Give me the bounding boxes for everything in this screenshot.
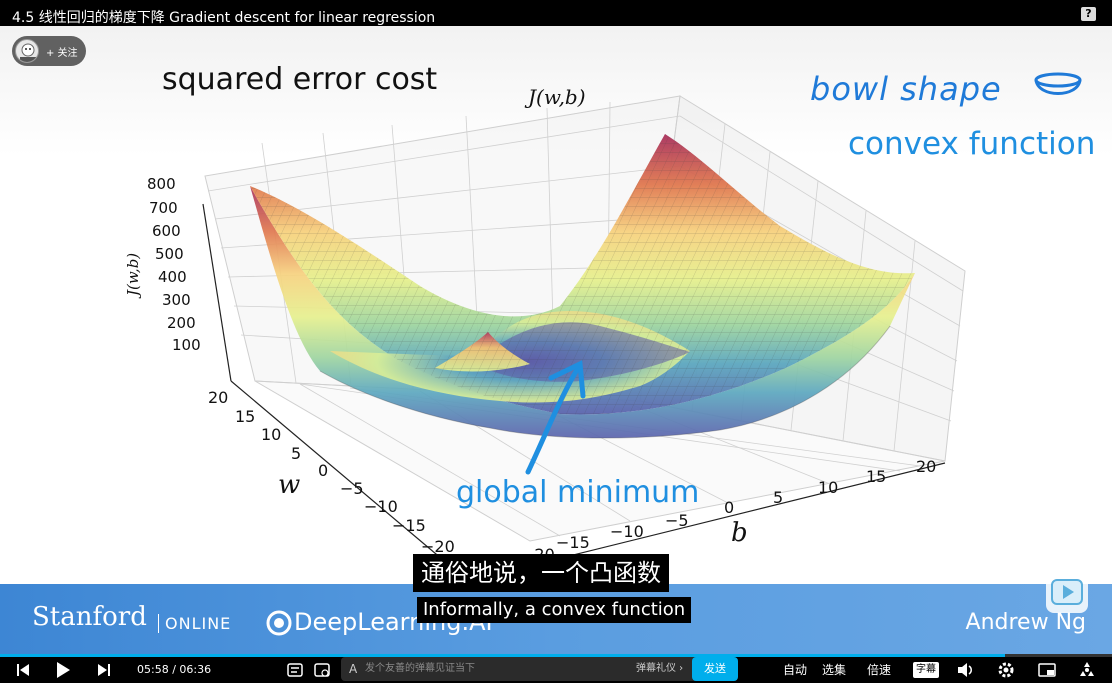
episodes-button[interactable]: 选集 [822, 663, 847, 677]
b-tick: 0 [724, 498, 734, 517]
danmaku-style-icon[interactable]: A [349, 662, 358, 676]
b-tick: −10 [610, 522, 644, 541]
z-tick-labels: 800 700 600 500 400 300 200 100 [147, 175, 201, 354]
online-label: ONLINE [158, 614, 231, 633]
z-tick: 600 [152, 222, 181, 240]
w-tick-labels: 20 15 10 5 0 −5 −10 −15 −20 [208, 388, 455, 556]
w-tick: 10 [261, 425, 281, 444]
w-tick: −20 [421, 537, 455, 556]
w-tick: 0 [318, 461, 328, 480]
picture-in-picture-icon[interactable] [1037, 657, 1057, 683]
minimum-arrow [525, 360, 586, 475]
surface-chart: 800 700 600 500 400 300 200 100 J(w,b) J… [124, 85, 966, 582]
danmaku-bar: A 发个友善的弹幕见证当下 弹幕礼仪 › [341, 657, 736, 681]
speed-button[interactable]: 倍速 [867, 663, 892, 677]
b-tick: 5 [773, 488, 783, 507]
floating-play-button[interactable] [1046, 571, 1088, 613]
z-tick: 700 [149, 199, 178, 217]
danmaku-settings-icon[interactable] [313, 657, 331, 683]
z-axis-label: J(w,b) [124, 253, 142, 299]
previous-icon[interactable] [15, 657, 31, 683]
auto-quality-button[interactable]: 自动 [783, 663, 808, 677]
subtitle-english: Informally, a convex function [417, 597, 692, 623]
w-tick: −5 [340, 479, 364, 498]
b-tick: −5 [665, 511, 689, 530]
z-tick: 300 [162, 291, 191, 309]
stanford-logo: Stanford [32, 602, 147, 632]
z-tick: 200 [167, 314, 196, 332]
video-frame[interactable]: 800 700 600 500 400 300 200 100 J(w,b) J… [0, 26, 1112, 656]
b-tick: −15 [556, 533, 590, 552]
settings-gear-icon[interactable] [997, 657, 1015, 683]
progress-bar[interactable] [0, 654, 1112, 657]
w-tick: −10 [364, 497, 398, 516]
z-tick: 400 [158, 268, 187, 286]
follow-label: + 关注 [46, 48, 78, 59]
play-pause-icon[interactable] [54, 657, 72, 683]
bowl-shape-note: bowl shape [810, 70, 1002, 108]
progress-fill [0, 654, 1006, 657]
slide-heading: squared error cost [162, 62, 438, 97]
bowl-icon [1034, 72, 1082, 95]
follow-button[interactable]: + 关注 [12, 36, 86, 66]
w-tick: 15 [235, 407, 255, 426]
w-axis-label: w [278, 470, 300, 500]
danmaku-toggle-icon[interactable] [286, 657, 304, 683]
cost-surface [250, 134, 915, 439]
b-tick: 10 [818, 478, 838, 497]
play-icon [1051, 579, 1083, 605]
time-display: 05:58 / 06:36 [137, 663, 212, 676]
convex-function-note: convex function [848, 126, 1096, 162]
help-icon[interactable]: ? [1081, 7, 1096, 21]
deeplearning-logo-icon [266, 610, 292, 636]
z-tick: 800 [147, 175, 176, 193]
fullscreen-icon[interactable] [1077, 657, 1097, 683]
volume-icon[interactable] [956, 657, 974, 683]
instructor-name: Andrew Ng [965, 610, 1086, 635]
next-icon[interactable] [96, 657, 112, 683]
avatar [15, 39, 39, 63]
w-tick: −15 [392, 516, 426, 535]
danmaku-etiquette-link[interactable]: 弹幕礼仪 › [636, 663, 684, 674]
subtitle-button[interactable]: 字幕 [913, 662, 939, 678]
chart-title: J(w,b) [524, 85, 586, 109]
video-title: 4.5 线性回归的梯度下降 Gradient descent for linea… [12, 10, 436, 26]
b-tick: 20 [916, 457, 936, 476]
send-danmaku-button[interactable]: 发送 [692, 657, 738, 681]
danmaku-input[interactable]: 发个友善的弹幕见证当下 [365, 663, 475, 674]
control-bar: 05:58 / 06:36 A 发个友善的弹幕见证当下 弹幕礼仪 › 发送 自动… [0, 657, 1112, 683]
w-tick: 20 [208, 388, 228, 407]
b-tick: 15 [866, 467, 886, 486]
b-axis-label: b [731, 518, 748, 548]
w-tick: 5 [291, 444, 301, 463]
title-bar: 4.5 线性回归的梯度下降 Gradient descent for linea… [0, 0, 1112, 26]
z-tick: 100 [172, 336, 201, 354]
subtitle-chinese: 通俗地说，一个凸函数 [413, 554, 669, 592]
z-tick: 500 [155, 245, 184, 263]
global-minimum-label: global minimum [456, 475, 699, 510]
